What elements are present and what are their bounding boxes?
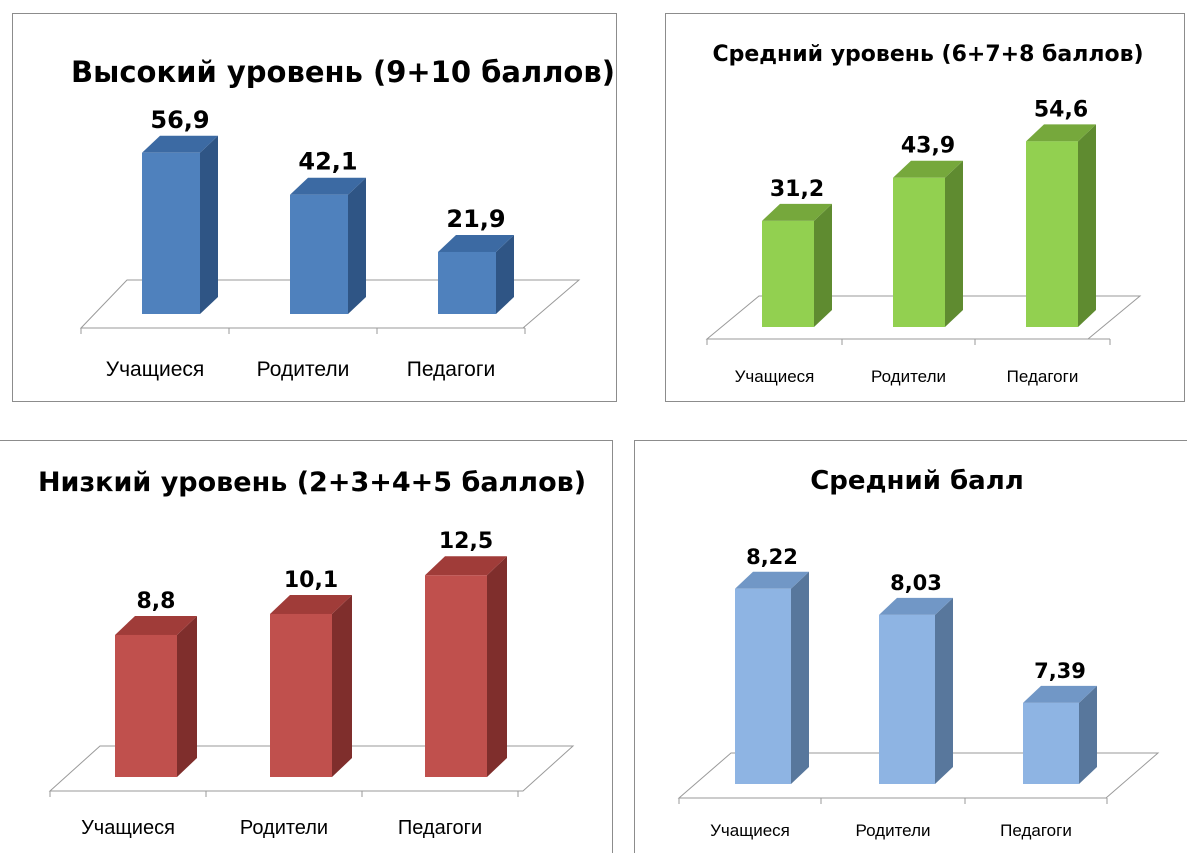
bar-front: [1026, 141, 1078, 327]
bar-front: [762, 220, 814, 327]
category-label: Родители: [856, 821, 931, 840]
chart-medium-level: Средний уровень (6+7+8 баллов) 31,2 Учащи…: [705, 42, 1144, 386]
data-label: 8,22: [746, 545, 798, 569]
bar: [893, 160, 963, 327]
category-label: Педагоги: [398, 817, 482, 839]
bar: [425, 556, 507, 777]
bar-front: [438, 251, 496, 314]
bar-side: [1078, 124, 1096, 327]
category-label: Родители: [240, 817, 328, 839]
chart-title: Низкий уровень (2+3+4+5 баллов): [38, 467, 586, 498]
data-label: 54,6: [1034, 97, 1088, 122]
bar: [438, 234, 514, 314]
bar-top: [1026, 124, 1096, 142]
chart-title: Высокий уровень (9+10 баллов): [71, 55, 615, 89]
chart-panel-medium-level: Средний уровень (6+7+8 баллов) 31,2 Учащи…: [665, 13, 1185, 402]
bar-side: [791, 571, 809, 784]
data-label: 7,39: [1034, 659, 1086, 683]
bar: [270, 594, 352, 777]
data-label: 21,9: [446, 205, 505, 233]
data-label: 8,8: [137, 589, 176, 614]
bar-side: [348, 177, 366, 314]
category-label: Педагоги: [1000, 821, 1072, 840]
category-label: Учащиеся: [735, 367, 815, 386]
bar-side: [200, 135, 218, 314]
bar-front: [115, 634, 177, 777]
bar-top: [438, 234, 514, 252]
bar: [762, 203, 832, 327]
data-label: 43,9: [901, 134, 955, 159]
category-label: Педагоги: [407, 358, 496, 381]
bar-side: [177, 615, 197, 777]
data-label: 8,03: [890, 571, 942, 595]
chart-panel-low-level: Низкий уровень (2+3+4+5 баллов) 8,8 Учащи…: [0, 440, 613, 853]
chart-average-score: Средний балл 8,22 Учащиеся 8,03 Родители 7,3…: [677, 466, 1160, 840]
bar-top: [735, 571, 809, 589]
category-label: Родители: [871, 367, 946, 386]
chart-title: Средний уровень (6+7+8 баллов): [712, 42, 1143, 67]
bar-top: [290, 177, 366, 195]
bar-top: [270, 594, 352, 614]
bar: [879, 597, 953, 784]
bar-top: [1023, 685, 1097, 703]
bar-side: [1079, 685, 1097, 784]
chart-title: Средний балл: [810, 466, 1024, 496]
bar: [735, 571, 809, 784]
bar-front: [142, 152, 200, 314]
bar-side: [935, 597, 953, 784]
bar-side: [332, 594, 352, 777]
bar-side: [487, 556, 507, 777]
bar-side: [945, 160, 963, 327]
bar: [1026, 124, 1096, 327]
category-label: Учащиеся: [81, 817, 175, 839]
bar-top: [879, 597, 953, 615]
bar-front: [425, 575, 487, 777]
bar: [142, 135, 218, 314]
bar-front: [879, 614, 935, 784]
data-label: 12,5: [439, 529, 493, 554]
category-label: Учащиеся: [710, 821, 790, 840]
bar-top: [893, 160, 963, 178]
bar-front: [1023, 702, 1079, 784]
category-label: Педагоги: [1007, 367, 1079, 386]
chart-panel-average-score: Средний балл 8,22 Учащиеся 8,03 Родители 7,3…: [634, 440, 1187, 853]
chart-low-level: Низкий уровень (2+3+4+5 баллов) 8,8 Учащи…: [38, 467, 586, 839]
bar-top: [425, 556, 507, 576]
bar-top: [115, 615, 197, 635]
bar: [1023, 685, 1097, 784]
bar-side: [496, 234, 514, 314]
bar-front: [290, 194, 348, 314]
bar-front: [735, 588, 791, 784]
bar-front: [893, 177, 945, 327]
data-label: 42,1: [298, 148, 357, 176]
category-label: Родители: [257, 358, 350, 381]
chart-panel-high-level: Высокий уровень (9+10 баллов) 56,9 Учащие…: [12, 13, 617, 402]
data-label: 10,1: [284, 568, 338, 593]
bar-front: [270, 613, 332, 777]
bar-top: [142, 135, 218, 153]
bar: [290, 177, 366, 314]
data-label: 56,9: [150, 106, 209, 134]
bar: [115, 615, 197, 777]
bar-top: [762, 203, 832, 221]
data-label: 31,2: [770, 177, 824, 202]
category-label: Учащиеся: [106, 358, 205, 381]
chart-high-level: Высокий уровень (9+10 баллов) 56,9 Учащие…: [71, 55, 615, 381]
bar-side: [814, 203, 832, 327]
